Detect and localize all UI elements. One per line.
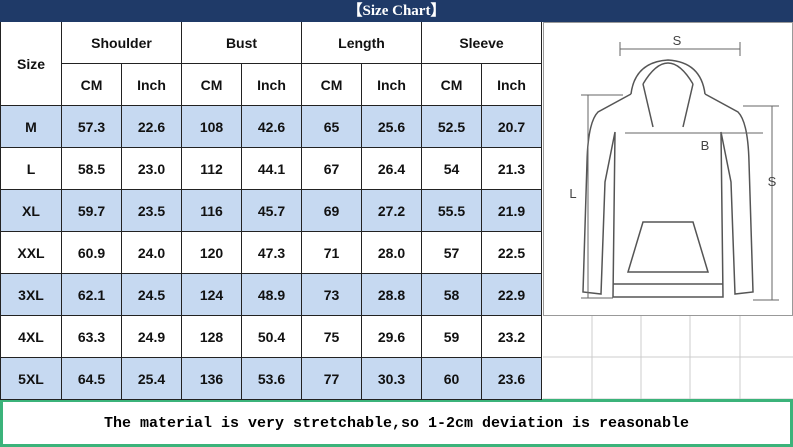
measure-cell: 58 (422, 274, 482, 316)
measure-cell: 59.7 (62, 190, 122, 232)
measure-cell: 44.1 (242, 148, 302, 190)
measure-cell: 23.0 (122, 148, 182, 190)
measure-cell: 120 (182, 232, 242, 274)
measure-cell: 28.8 (362, 274, 422, 316)
length-label: L (569, 186, 576, 201)
measure-cell: 77 (302, 358, 362, 400)
measure-cell: 22.6 (122, 106, 182, 148)
measure-cell: 25.6 (362, 106, 422, 148)
measure-cell: 29.6 (362, 316, 422, 358)
measure-cell: 23.5 (122, 190, 182, 232)
measure-cell: 116 (182, 190, 242, 232)
measure-cell: 58.5 (62, 148, 122, 190)
size-cell: 5XL (0, 358, 62, 400)
measure-cell: 75 (302, 316, 362, 358)
measure-cell: 60.9 (62, 232, 122, 274)
group-header: Bust (182, 22, 302, 64)
measure-cell: 27.2 (362, 190, 422, 232)
measure-cell: 22.5 (482, 232, 542, 274)
measure-cell: 63.3 (62, 316, 122, 358)
size-cell: XL (0, 190, 62, 232)
measure-cell: 73 (302, 274, 362, 316)
unit-header: CM (62, 64, 122, 106)
size-header: Size (0, 22, 62, 106)
measure-cell: 25.4 (122, 358, 182, 400)
measure-cell: 24.0 (122, 232, 182, 274)
hoodie-diagram: S B L S (543, 22, 793, 399)
unit-header: Inch (362, 64, 422, 106)
measure-cell: 24.5 (122, 274, 182, 316)
measure-cell: 21.9 (482, 190, 542, 232)
sleeve-label: S (768, 174, 777, 189)
measure-cell: 59 (422, 316, 482, 358)
size-cell: L (0, 148, 62, 190)
group-header: Shoulder (62, 22, 182, 64)
dimension-lines (581, 42, 779, 301)
measure-cell: 112 (182, 148, 242, 190)
measure-cell: 55.5 (422, 190, 482, 232)
unit-header: CM (182, 64, 242, 106)
measure-cell: 65 (302, 106, 362, 148)
measure-cell: 62.1 (62, 274, 122, 316)
group-header: Sleeve (422, 22, 542, 64)
measure-cell: 20.7 (482, 106, 542, 148)
size-cell: M (0, 106, 62, 148)
size-cell: XXL (0, 232, 62, 274)
measure-cell: 69 (302, 190, 362, 232)
measure-cell: 24.9 (122, 316, 182, 358)
size-cell: 3XL (0, 274, 62, 316)
hoodie-outline (582, 59, 754, 298)
measure-cell: 60 (422, 358, 482, 400)
measure-cell: 21.3 (482, 148, 542, 190)
measure-cell: 47.3 (242, 232, 302, 274)
measure-cell: 108 (182, 106, 242, 148)
measure-cell: 57.3 (62, 106, 122, 148)
measure-cell: 128 (182, 316, 242, 358)
group-header: Length (302, 22, 422, 64)
bust-label: B (701, 138, 710, 153)
measure-cell: 22.9 (482, 274, 542, 316)
title-bar: 【Size Chart】 (0, 0, 793, 22)
measure-cell: 71 (302, 232, 362, 274)
measure-cell: 54 (422, 148, 482, 190)
measure-cell: 64.5 (62, 358, 122, 400)
measure-cell: 67 (302, 148, 362, 190)
unit-header: CM (422, 64, 482, 106)
measure-cell: 45.7 (242, 190, 302, 232)
unit-header: Inch (122, 64, 182, 106)
measure-cell: 23.6 (482, 358, 542, 400)
measure-cell: 124 (182, 274, 242, 316)
measure-cell: 28.0 (362, 232, 422, 274)
unit-header: Inch (242, 64, 302, 106)
empty-grid (543, 316, 793, 399)
unit-header: CM (302, 64, 362, 106)
measure-cell: 136 (182, 358, 242, 400)
unit-header: Inch (482, 64, 542, 106)
width-label: S (673, 33, 682, 48)
measure-cell: 23.2 (482, 316, 542, 358)
measure-cell: 57 (422, 232, 482, 274)
measure-cell: 52.5 (422, 106, 482, 148)
measure-cell: 26.4 (362, 148, 422, 190)
measure-cell: 53.6 (242, 358, 302, 400)
measure-cell: 50.4 (242, 316, 302, 358)
measure-cell: 42.6 (242, 106, 302, 148)
size-cell: 4XL (0, 316, 62, 358)
diagram-frame (543, 22, 793, 316)
footer-note: The material is very stretchable,so 1-2c… (0, 399, 793, 447)
measure-cell: 30.3 (362, 358, 422, 400)
measure-cell: 48.9 (242, 274, 302, 316)
